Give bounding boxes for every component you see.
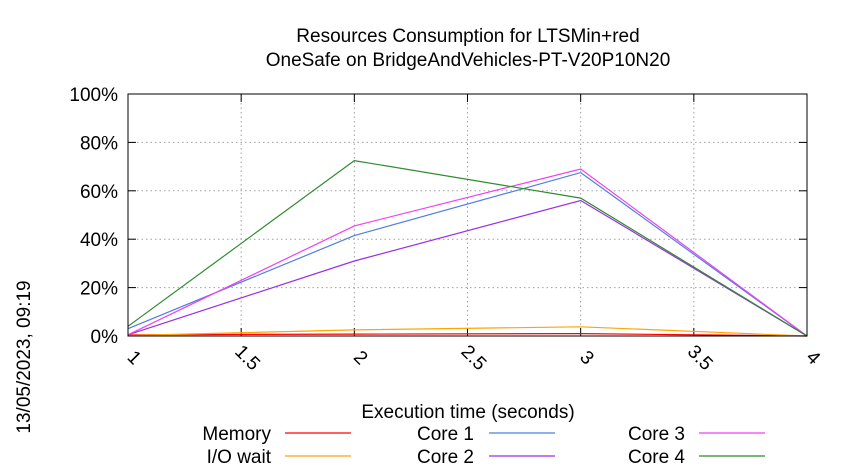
x-tick-label: 4 (802, 347, 825, 370)
series-line-core-3 (127, 168, 808, 337)
grid-lines (128, 94, 807, 336)
chart-title-line-1: Resources Consumption for LTSMin+red (296, 26, 639, 47)
timestamp-label: 13/05/2023, 09:19 (14, 280, 35, 433)
series-line-core-1 (127, 171, 808, 337)
legend-label-i-o-wait: I/O wait (207, 447, 272, 468)
legend-label-core-3: Core 3 (628, 424, 685, 445)
legend-label-core-1: Core 1 (417, 424, 474, 445)
x-tick-label: 2 (349, 347, 371, 369)
series-line-core-2 (127, 199, 808, 337)
chart-title-line-2: OneSafe on BridgeAndVehicles-PT-V20P10N2… (266, 50, 671, 71)
plot-frame (127, 93, 808, 337)
y-tick-label: 0% (91, 327, 119, 348)
y-tick-label: 100% (69, 85, 118, 106)
x-tick-label: 2.5 (457, 341, 491, 375)
x-axis-label: Execution time (seconds) (361, 402, 574, 423)
legend-label-core-4: Core 4 (628, 447, 685, 468)
x-tick-label: 3 (575, 347, 597, 369)
series-line-i-o-wait (127, 326, 808, 337)
x-tick-label: 3.5 (683, 341, 717, 375)
series-line-memory (127, 332, 808, 337)
series-line-core-4 (127, 159, 808, 337)
data-series (127, 159, 808, 337)
y-tick-label: 40% (80, 230, 118, 251)
y-tick-label: 20% (80, 279, 118, 300)
y-tick-label: 80% (80, 133, 118, 154)
y-tick-label: 60% (80, 182, 118, 203)
legend-label-memory: Memory (202, 424, 271, 445)
x-tick-label: 1 (123, 347, 145, 369)
y-axis-ticks: 0% 20% 40% 60% 80% 100% (69, 85, 807, 348)
legend-label-core-2: Core 2 (417, 447, 474, 468)
x-tick-label: 1.5 (230, 341, 264, 375)
